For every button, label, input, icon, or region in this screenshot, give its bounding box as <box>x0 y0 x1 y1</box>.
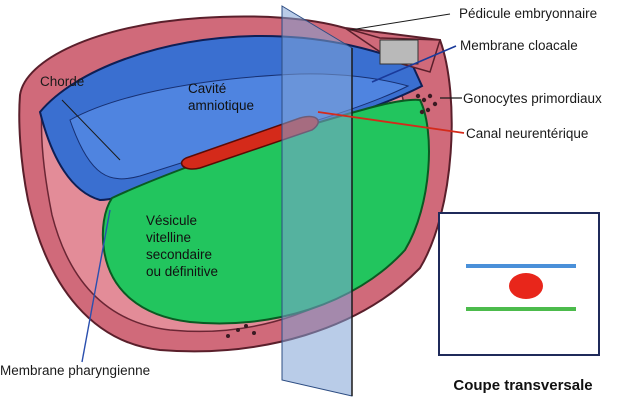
inset-title: Coupe transversale <box>453 377 593 394</box>
pointer-pharyngienne <box>81 209 111 363</box>
pointer-chorde <box>61 99 121 161</box>
label-pedicule-embryonnaire: Pédicule embryonnaire <box>459 6 598 21</box>
label-canal-neurenterique: Canal neurentérique <box>466 126 589 141</box>
label-membrane-cloacale: Membrane cloacale <box>460 38 578 53</box>
pointer-canal <box>317 111 465 134</box>
transverse-plane <box>281 5 353 397</box>
label-chorde: Chorde <box>40 74 85 89</box>
gonocyte-dots <box>226 93 438 338</box>
inset-drawing <box>466 264 576 311</box>
pointer-membrane-cloacale <box>371 45 457 83</box>
label-membrane-pharyngienne: Membrane pharyngienne <box>0 363 151 378</box>
label-gonocytes-primordiaux: Gonocytes primordiaux <box>463 91 602 106</box>
label-cavite-amniotique: Cavité amniotique <box>188 81 255 113</box>
label-vesicule-vitelline: Vésicule vitelline secondaire ou définit… <box>146 213 219 279</box>
stalk-block <box>379 39 419 65</box>
pointer-pedicule <box>349 13 451 31</box>
inset-red-dot <box>509 273 543 299</box>
inset-cross-section <box>438 212 600 356</box>
